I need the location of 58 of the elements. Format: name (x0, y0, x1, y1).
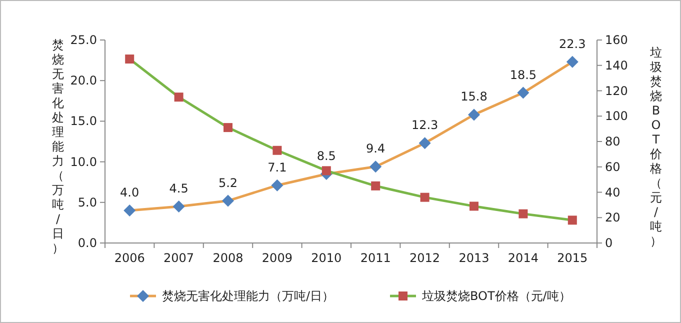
y2-tick-label: 40 (605, 185, 620, 200)
legend-label: 焚烧无害化处理能力（万吨/日） (162, 289, 334, 303)
x-tick-label: 2014 (508, 251, 538, 265)
y-tick-label: 0.0 (78, 236, 97, 250)
data-label: 15.8 (460, 90, 488, 104)
point (271, 179, 284, 192)
x-tick-label: 2010 (311, 251, 342, 265)
point (224, 123, 232, 132)
data-label: 22.3 (559, 36, 586, 51)
y-tick-label: 10.0 (70, 154, 97, 169)
x-tick-label: 2011 (360, 251, 391, 265)
point (370, 160, 382, 173)
data-label: 12.3 (411, 118, 438, 132)
point (272, 146, 282, 155)
x-tick-label: 2008 (212, 251, 244, 265)
text: 垃圾焚烧BOT价格（元/吨） (650, 45, 662, 248)
x-tick-label: 2009 (262, 251, 292, 265)
data-label: 5.2 (218, 176, 238, 190)
y2-tick-label: 100 (605, 109, 628, 124)
y2-tick-label: 60 (605, 160, 620, 174)
data-label: 9.4 (366, 142, 386, 156)
point (470, 202, 478, 211)
point (518, 209, 528, 218)
data-label: 8.5 (316, 148, 336, 163)
legend-label: 垃圾焚烧BOT价格（元/吨） (421, 289, 571, 303)
data-label: 4.5 (169, 181, 188, 196)
point (174, 92, 184, 102)
point (420, 192, 430, 202)
text: 焚烧无害化处理能力（万吨/日） (52, 38, 64, 255)
y2-tick-label: 160 (605, 33, 628, 47)
x-tick-label: 2013 (458, 251, 490, 265)
x-tick-label: 2006 (114, 251, 145, 265)
y-tick-label: 25.0 (70, 33, 97, 47)
y-tick-label: 5.0 (78, 195, 97, 210)
y2-tick-label: 80 (605, 134, 620, 148)
y2-tick-label: 20 (605, 210, 620, 225)
x-tick-label: 2012 (410, 251, 440, 265)
y2-tick-label: 120 (605, 84, 628, 98)
data-label: 18.5 (510, 68, 537, 82)
point (222, 194, 234, 207)
point (568, 216, 577, 225)
point (125, 54, 134, 64)
point (371, 181, 380, 190)
x-tick-label: 2007 (164, 251, 194, 265)
point (517, 86, 530, 99)
x-tick-label: 2015 (557, 251, 588, 265)
data-label: 4.0 (120, 186, 140, 200)
point (418, 137, 431, 150)
point (468, 108, 480, 121)
y2-tick-label: 140 (605, 58, 628, 72)
data-label: 7.1 (268, 160, 287, 174)
y2-tick-label: 0 (605, 236, 613, 250)
point (172, 200, 185, 212)
point (124, 204, 136, 217)
y-tick-label: 15.0 (70, 114, 97, 128)
y-tick-label: 20.0 (70, 74, 97, 88)
point (566, 56, 578, 68)
point (322, 166, 331, 176)
